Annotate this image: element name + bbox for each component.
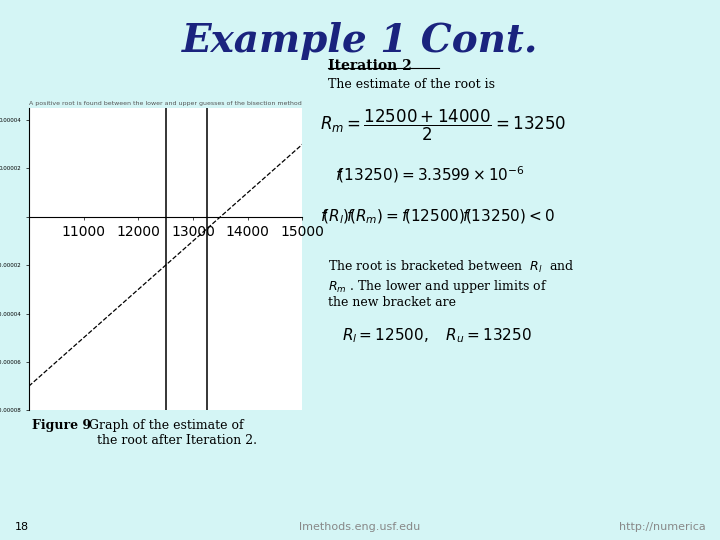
Text: the new bracket are: the new bracket are xyxy=(328,296,456,309)
Text: $R_m$ . The lower and upper limits of: $R_m$ . The lower and upper limits of xyxy=(328,278,547,295)
Text: 18: 18 xyxy=(14,522,29,532)
Text: Graph of the estimate of
   the root after Iteration 2.: Graph of the estimate of the root after … xyxy=(85,418,257,447)
Text: The root is bracketed between  $R_l$  and: The root is bracketed between $R_l$ and xyxy=(328,259,574,275)
Title: A positive root is found between the lower and upper guesses of the bisection me: A positive root is found between the low… xyxy=(30,101,302,106)
Text: $R_l = 12500, \quad R_u = 13250$: $R_l = 12500, \quad R_u = 13250$ xyxy=(342,327,532,346)
Text: $R_m = \dfrac{12500 + 14000}{2} = 13250$: $R_m = \dfrac{12500 + 14000}{2} = 13250$ xyxy=(320,108,567,143)
Text: lmethods.eng.usf.edu: lmethods.eng.usf.edu xyxy=(300,522,420,532)
Text: http://numerica: http://numerica xyxy=(619,522,706,532)
Text: The estimate of the root is: The estimate of the root is xyxy=(328,78,495,91)
Text: Figure 9: Figure 9 xyxy=(32,418,91,431)
Text: Iteration 2: Iteration 2 xyxy=(328,59,411,73)
Text: Example 1 Cont.: Example 1 Cont. xyxy=(182,22,538,59)
Text: $f\!\left(R_l\right)\!f\!\left(R_m\right)= f\!\left(12500\right)\!f\!\left(13250: $f\!\left(R_l\right)\!f\!\left(R_m\right… xyxy=(320,208,555,226)
Text: $f\!\left(13250\right)= 3.3599 \times 10^{-6}$: $f\!\left(13250\right)= 3.3599 \times 10… xyxy=(335,165,525,185)
